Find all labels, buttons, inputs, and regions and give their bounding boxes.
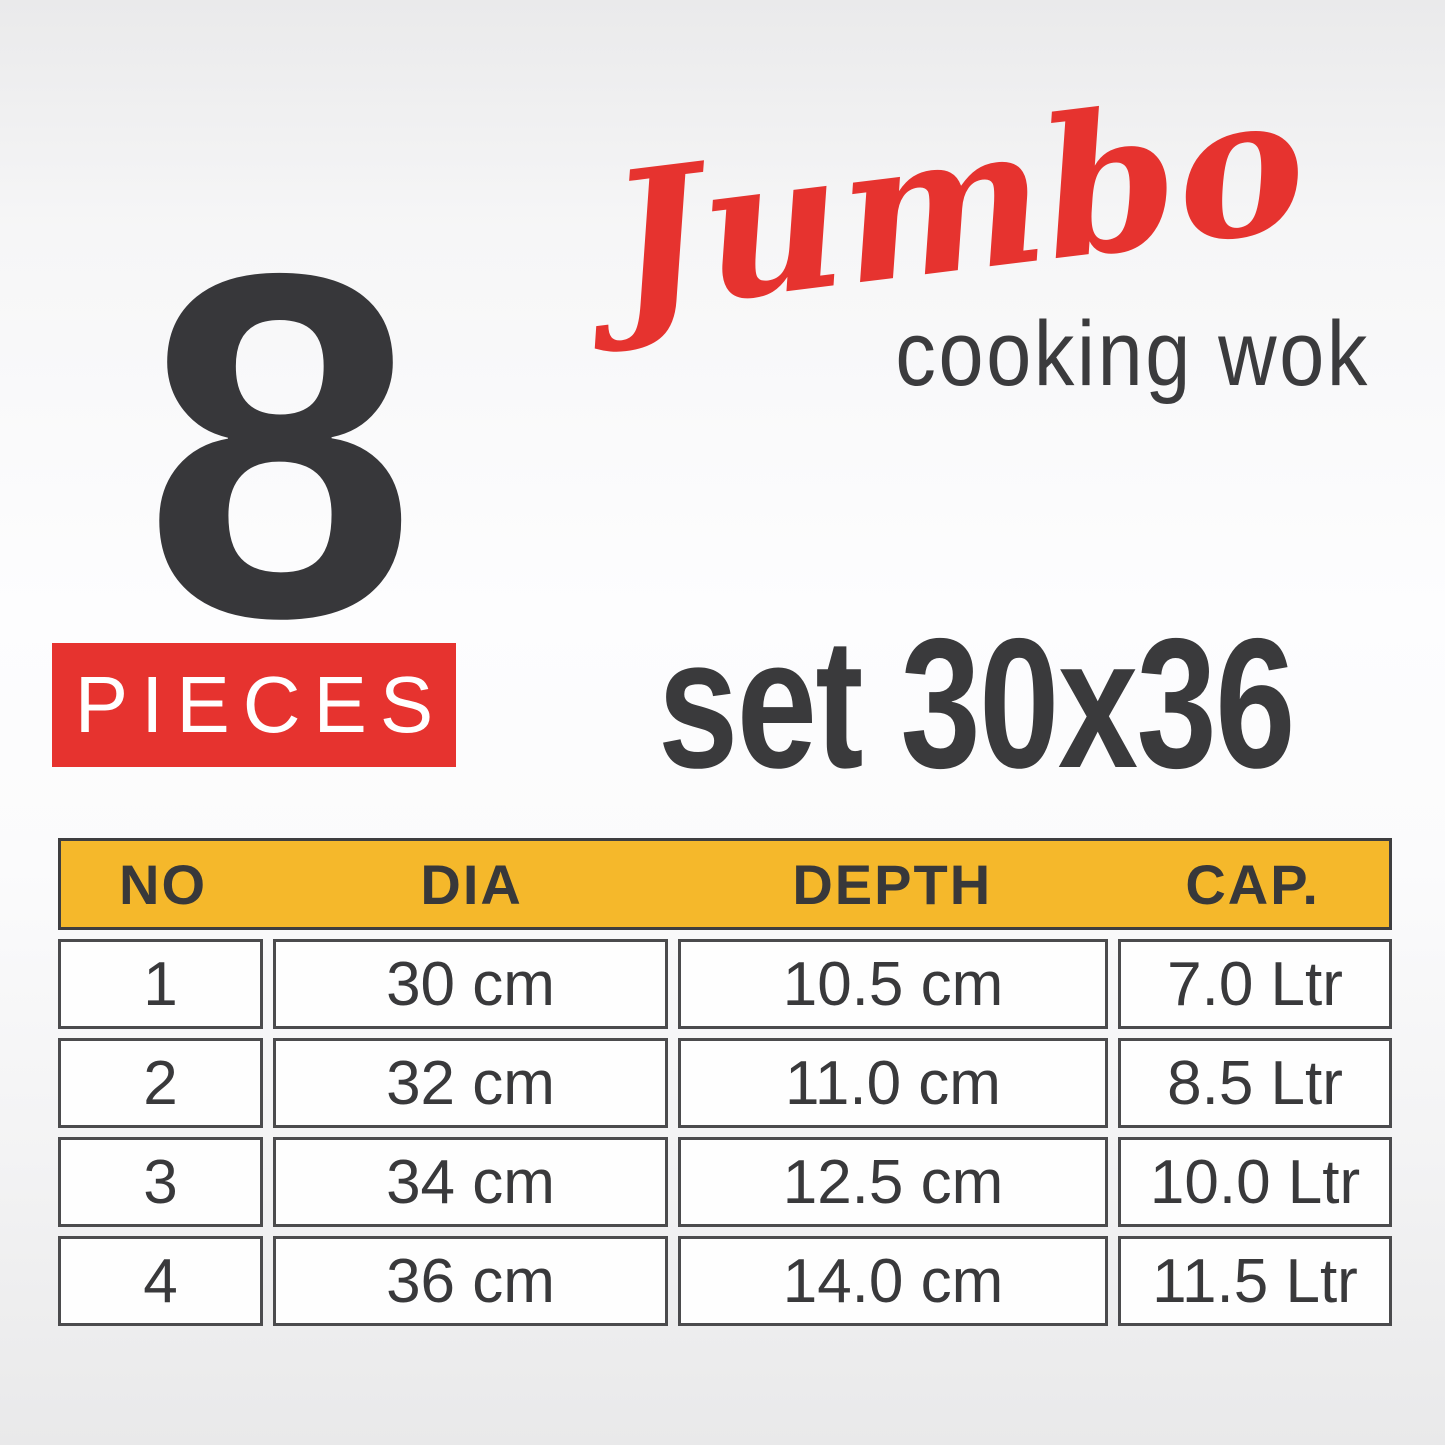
header-depth: DEPTH xyxy=(792,852,993,916)
table-row: 2 32 cm 11.0 cm 8.5 Ltr xyxy=(58,1038,1392,1128)
cell-depth: 11.0 cm xyxy=(678,1038,1108,1128)
table-row: 3 34 cm 12.5 cm 10.0 Ltr xyxy=(58,1137,1392,1227)
cell-dia: 30 cm xyxy=(273,939,668,1029)
cell-no: 4 xyxy=(58,1236,263,1326)
header-dia: DIA xyxy=(420,852,523,916)
cell-cap: 10.0 Ltr xyxy=(1118,1137,1392,1227)
header-no: NO xyxy=(119,852,208,916)
cell-dia: 34 cm xyxy=(273,1137,668,1227)
cell-cap: 11.5 Ltr xyxy=(1118,1236,1392,1326)
pieces-banner: PIECES xyxy=(52,643,456,767)
brand-subtitle: cooking wok xyxy=(895,303,1370,405)
pieces-label: PIECES xyxy=(74,660,447,749)
brand-logo-jumbo: Jumbo xyxy=(598,49,1317,358)
set-size-title: set 30x36 xyxy=(658,601,1295,807)
cell-cap: 8.5 Ltr xyxy=(1118,1038,1392,1128)
cell-no: 1 xyxy=(58,939,263,1029)
cell-depth: 10.5 cm xyxy=(678,939,1108,1029)
spec-table: NO DIA DEPTH CAP. 1 30 cm 10.5 cm 7.0 Lt… xyxy=(58,838,1392,1326)
cell-dia: 36 cm xyxy=(273,1236,668,1326)
cell-no: 3 xyxy=(58,1137,263,1227)
cell-dia: 32 cm xyxy=(273,1038,668,1128)
cell-depth: 14.0 cm xyxy=(678,1236,1108,1326)
piece-count: 8 xyxy=(143,171,417,719)
cell-cap: 7.0 Ltr xyxy=(1118,939,1392,1029)
cell-depth: 12.5 cm xyxy=(678,1137,1108,1227)
table-row: 1 30 cm 10.5 cm 7.0 Ltr xyxy=(58,939,1392,1029)
header-cap: CAP. xyxy=(1185,852,1320,916)
spec-table-header-row: NO DIA DEPTH CAP. xyxy=(58,838,1392,930)
cell-no: 2 xyxy=(58,1038,263,1128)
table-row: 4 36 cm 14.0 cm 11.5 Ltr xyxy=(58,1236,1392,1326)
